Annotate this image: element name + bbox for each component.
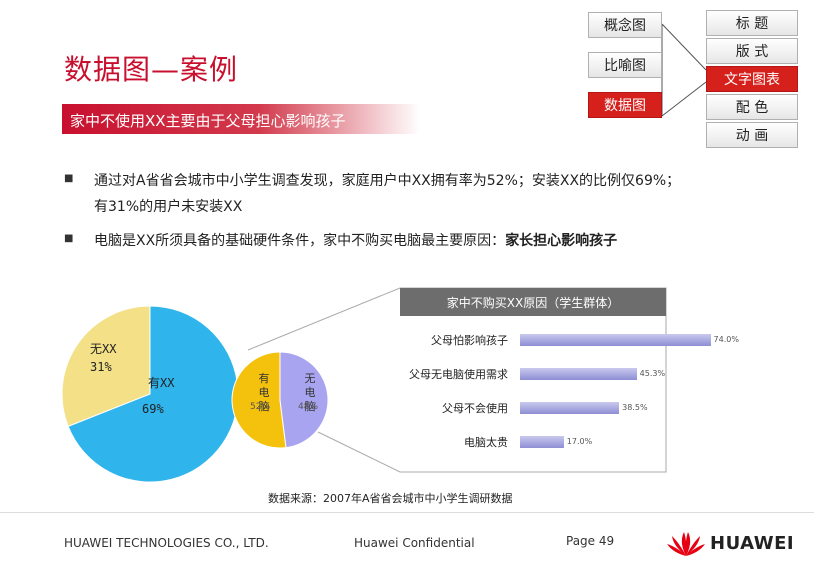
bullet-square-icon: ■ bbox=[64, 173, 74, 184]
pie1-label-no-xx: 无XX bbox=[90, 342, 117, 356]
pie2-label-no-computer: 无电脑 bbox=[304, 372, 316, 413]
data-source-note: 数据来源：2007年A省省会城市中小学生调研数据 bbox=[268, 492, 513, 505]
nav-layout-button[interactable]: 版 式 bbox=[706, 38, 798, 64]
bar-category-label: 父母无电脑使用需求 bbox=[409, 368, 508, 381]
pie-chart-xx-installation bbox=[61, 305, 239, 483]
slide-title: 数据图—案例 bbox=[64, 53, 239, 86]
footer-page-number: Page 49 bbox=[566, 534, 615, 548]
bar-value-label: 45.3% bbox=[639, 369, 666, 378]
pie1-slice-has-xx bbox=[67, 305, 239, 483]
pie1-value-has-xx: 69% bbox=[142, 402, 164, 416]
nav-concept-diagram-button[interactable]: 概念图 bbox=[588, 12, 662, 38]
bar-mark bbox=[520, 402, 620, 414]
huawei-flower-logo-icon bbox=[667, 532, 705, 556]
pie1-value-no-xx: 31% bbox=[90, 360, 112, 374]
nav-connector-lines bbox=[661, 23, 707, 117]
pie1-slice-no-xx bbox=[61, 305, 151, 428]
slide-subtitle: 家中不使用XX主要由于父母担心影响孩子 bbox=[70, 112, 346, 130]
nav-color-button[interactable]: 配 色 bbox=[706, 94, 798, 120]
pie2-slice-no-computer bbox=[279, 351, 329, 449]
pie-chart-computer-ownership bbox=[231, 351, 329, 449]
paragraph-2-emphasis: 家长担心影响孩子 bbox=[505, 233, 618, 249]
bar-chart-title: 家中不购买XX原因（学生群体） bbox=[400, 288, 666, 316]
bar-mark bbox=[520, 436, 564, 448]
paragraph-1-line-2: 有31%的用户未安装XX bbox=[94, 199, 243, 215]
bar-category-label: 父母不会使用 bbox=[442, 402, 508, 415]
nav-text-chart-button[interactable]: 文字图表 bbox=[706, 66, 798, 92]
pie2-slice-has-computer bbox=[231, 351, 287, 449]
bar-category-label: 父母怕影响孩子 bbox=[431, 334, 508, 347]
huawei-logo-text: HUAWEI bbox=[710, 533, 795, 554]
nav-metaphor-diagram-button[interactable]: 比喻图 bbox=[588, 52, 662, 78]
bar-value-label: 38.5% bbox=[622, 403, 648, 412]
subtitle-bar bbox=[62, 104, 420, 134]
callout-outline bbox=[247, 287, 667, 473]
nav-title-button[interactable]: 标 题 bbox=[706, 10, 798, 36]
bar-mark bbox=[520, 368, 637, 380]
paragraph-2: 电脑是XX所须具备的基础硬件条件，家中不购买电脑最主要原因：家长担心影响孩子 bbox=[94, 230, 617, 250]
bar-category-label: 电脑太贵 bbox=[464, 436, 508, 449]
pie2-value-has-computer: 52% bbox=[250, 402, 271, 412]
bar-chart-reasons: 父母怕影响孩子 74.0% 父母无电脑使用需求 45.3% 父母不会使用 38.5% 电脑太… bbox=[400, 320, 739, 470]
bullet-square-icon: ■ bbox=[64, 233, 74, 244]
footer-divider bbox=[0, 512, 814, 513]
nav-data-diagram-button[interactable]: 数据图 bbox=[588, 92, 662, 118]
bar-mark bbox=[520, 334, 711, 346]
nav-animation-button[interactable]: 动 画 bbox=[706, 122, 798, 148]
footer-company: HUAWEI TECHNOLOGIES CO., LTD. bbox=[64, 536, 269, 550]
pie2-label-has-computer: 有电脑 bbox=[258, 372, 270, 413]
bar-value-label: 17.0% bbox=[566, 437, 593, 446]
paragraph-1-line-1: 通过对A省省会城市中小学生调查发现，家庭用户中XX拥有率为52%；安装XX的比例… bbox=[94, 173, 681, 189]
pie2-value-no-computer: 48% bbox=[298, 402, 319, 412]
bar-value-label: 74.0% bbox=[713, 335, 739, 344]
paragraph-2-text: 电脑是XX所须具备的基础硬件条件，家中不购买电脑最主要原因： bbox=[94, 233, 506, 249]
footer-confidential: Huawei Confidential bbox=[354, 536, 475, 550]
pie1-label-has-xx: 有XX bbox=[148, 376, 175, 390]
